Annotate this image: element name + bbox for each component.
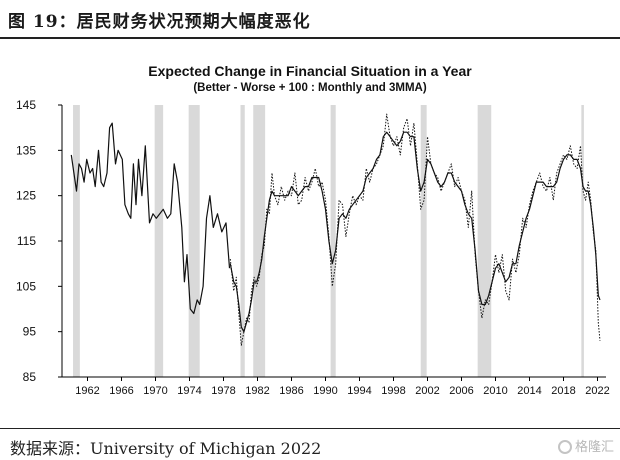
x-tick-label: 1998 — [381, 385, 405, 397]
chart-title: Expected Change in Financial Situation i… — [148, 63, 472, 79]
x-tick-label: 1990 — [313, 385, 337, 397]
y-tick-label: 125 — [16, 189, 36, 203]
recession-band — [420, 105, 427, 377]
x-tick-label: 1962 — [75, 385, 99, 397]
monthly-series-line — [229, 113, 601, 346]
y-tick-label: 85 — [23, 370, 37, 384]
recession-band — [154, 105, 164, 377]
chart-subtitle: (Better - Worse + 100 : Monthly and 3MMA… — [193, 82, 427, 94]
x-tick-label: 2002 — [415, 385, 439, 397]
y-tick-label: 115 — [17, 234, 36, 248]
x-tick-label: 2018 — [551, 385, 575, 397]
x-tick-label: 1966 — [109, 385, 133, 397]
early-series-line — [70, 122, 231, 315]
figure-header: 图 19：居民财务状况预期大幅度恶化 — [0, 0, 620, 37]
x-tick-label: 1994 — [347, 385, 371, 397]
x-tick-label: 2022 — [585, 385, 609, 397]
recession-band — [581, 105, 584, 377]
watermark-logo-icon — [557, 440, 572, 454]
y-tick-label: 105 — [16, 279, 36, 293]
x-tick-label: 1974 — [177, 385, 201, 397]
figure-title: 图 19：居民财务状况预期大幅度恶化 — [8, 12, 311, 32]
recession-band — [240, 105, 245, 377]
x-tick-label: 2014 — [517, 385, 541, 397]
x-tick-label: 2010 — [483, 385, 507, 397]
source-note: 数据来源：University of Michigan 2022 — [10, 439, 322, 458]
x-tick-label: 1982 — [245, 385, 269, 397]
recession-band — [188, 105, 200, 377]
three-month-average-line — [229, 131, 601, 333]
x-tick-label: 2006 — [449, 385, 473, 397]
recession-band — [330, 105, 336, 377]
footer-rule — [0, 428, 620, 429]
x-tick-label: 1970 — [143, 385, 167, 397]
header-rule — [0, 37, 620, 39]
x-tick-label: 1986 — [279, 385, 303, 397]
recession-band — [73, 105, 80, 377]
line-chart: 85 95 105 115 125 135 145 1962 1966 1970 1974 1978 1… — [16, 98, 610, 397]
chart-area: Expected Change in Financial Situation i… — [0, 41, 620, 426]
y-tick-label: 145 — [16, 98, 36, 112]
watermark: 格隆汇 — [557, 436, 614, 455]
x-tick-label: 1978 — [211, 385, 235, 397]
recession-band — [253, 105, 266, 377]
y-tick-label: 135 — [16, 143, 36, 157]
watermark-text: 格隆汇 — [574, 440, 614, 455]
recession-band — [477, 105, 492, 377]
y-tick-label: 95 — [23, 325, 37, 339]
